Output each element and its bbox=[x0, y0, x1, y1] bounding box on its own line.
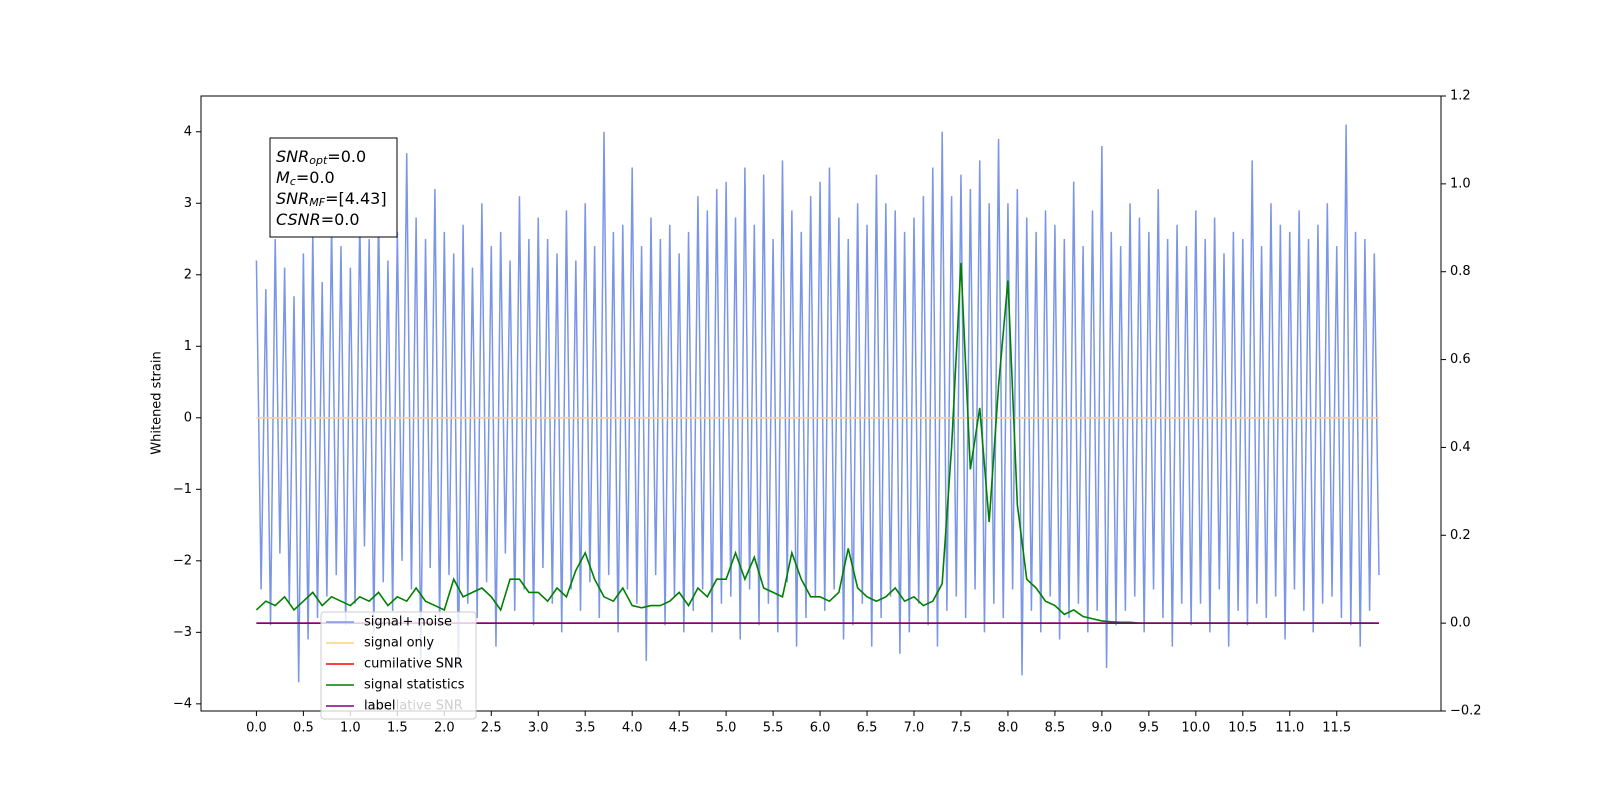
annotation-symbol: M bbox=[276, 168, 290, 187]
x-tick-label: 6.0 bbox=[810, 721, 831, 736]
y-tick-label: 4 bbox=[184, 124, 192, 139]
annotation: SNRopt=0.0 bbox=[276, 147, 366, 168]
x-tick-label: 7.5 bbox=[951, 721, 972, 736]
x-tick-label: 0.5 bbox=[293, 721, 314, 736]
y-axis-label: Whitened strain bbox=[150, 351, 165, 454]
y-tick-label: −3 bbox=[173, 625, 192, 640]
x-tick-label: 5.5 bbox=[763, 721, 784, 736]
y-tick-label: −4 bbox=[173, 696, 192, 711]
legend-label: signal+ noise bbox=[364, 615, 452, 630]
x-tick-label: 4.5 bbox=[669, 721, 690, 736]
x-tick-label: 7.0 bbox=[904, 721, 925, 736]
legend-label: cumilative SNR bbox=[364, 657, 463, 672]
x-tick-label: 3.0 bbox=[528, 721, 549, 736]
annotation: SNRMF=[4.43] bbox=[276, 189, 387, 210]
x-tick-label: 11.0 bbox=[1275, 721, 1304, 736]
annotation-subscript: MF bbox=[309, 196, 325, 209]
x-tick-label: 1.5 bbox=[387, 721, 408, 736]
x-tick-label: 9.5 bbox=[1139, 721, 1160, 736]
annotation-subscript: c bbox=[290, 175, 296, 188]
axes-frame bbox=[200, 95, 1442, 712]
legend-frame bbox=[320, 611, 477, 720]
y-tick-label: −2 bbox=[173, 553, 192, 568]
x-tick-label: 4.0 bbox=[622, 721, 643, 736]
y2-tick-label: 0.2 bbox=[1450, 528, 1471, 543]
annotation-symbol: SNR bbox=[276, 147, 309, 166]
y2-tick-label: 1.2 bbox=[1450, 89, 1471, 104]
annotation-value: =0.0 bbox=[327, 147, 366, 166]
x-tick-label: 2.0 bbox=[434, 721, 455, 736]
legend: signal+ noise signal only cumilative SNR si… bbox=[320, 611, 477, 720]
annotation-subscript: opt bbox=[309, 154, 328, 167]
y-tick-label: 1 bbox=[184, 339, 192, 354]
x-tick-label: 1.0 bbox=[340, 721, 361, 736]
legend-label: label bbox=[364, 699, 395, 714]
annotation-frame bbox=[269, 137, 398, 238]
annotation-value: =0.0 bbox=[321, 210, 360, 229]
x-tick-label: 11.5 bbox=[1322, 721, 1351, 736]
annotation-symbol: SNR bbox=[276, 189, 309, 208]
x-tick-label: 3.5 bbox=[575, 721, 596, 736]
x-tick-label: 8.0 bbox=[998, 721, 1019, 736]
y2-tick-label: 1.0 bbox=[1450, 176, 1471, 191]
annotation: CSNR=0.0 bbox=[276, 210, 360, 229]
x-tick-label: 8.5 bbox=[1045, 721, 1066, 736]
annotation-value: =[4.43] bbox=[325, 189, 387, 208]
y-tick-label: 3 bbox=[184, 196, 192, 211]
y-tick-label: 0 bbox=[184, 410, 192, 425]
y2-tick-label: 0.4 bbox=[1450, 440, 1471, 455]
y2-tick-label: 0.6 bbox=[1450, 352, 1471, 367]
y2-tick-label: −0.2 bbox=[1450, 704, 1482, 719]
y2-tick-label: 0.0 bbox=[1450, 616, 1471, 631]
x-tick-label: 10.5 bbox=[1228, 721, 1257, 736]
x-tick-label: 10.0 bbox=[1181, 721, 1210, 736]
annotation-value: =0.0 bbox=[296, 168, 335, 187]
legend-label: signal only bbox=[364, 636, 434, 651]
y2-tick-label: 0.8 bbox=[1450, 264, 1471, 279]
x-tick-label: 2.5 bbox=[481, 721, 502, 736]
y-tick-label: 2 bbox=[184, 267, 192, 282]
x-tick-label: 5.0 bbox=[716, 721, 737, 736]
annotation-symbol: CSNR bbox=[276, 210, 321, 229]
series-line bbox=[255, 124, 1380, 683]
y-tick-label: −1 bbox=[173, 482, 192, 497]
x-tick-label: 6.5 bbox=[857, 721, 878, 736]
legend-label: signal statistics bbox=[364, 678, 465, 693]
x-tick-label: 0.0 bbox=[246, 721, 267, 736]
x-tick-label: 9.0 bbox=[1092, 721, 1113, 736]
annotation: Mc=0.0 bbox=[276, 168, 335, 189]
